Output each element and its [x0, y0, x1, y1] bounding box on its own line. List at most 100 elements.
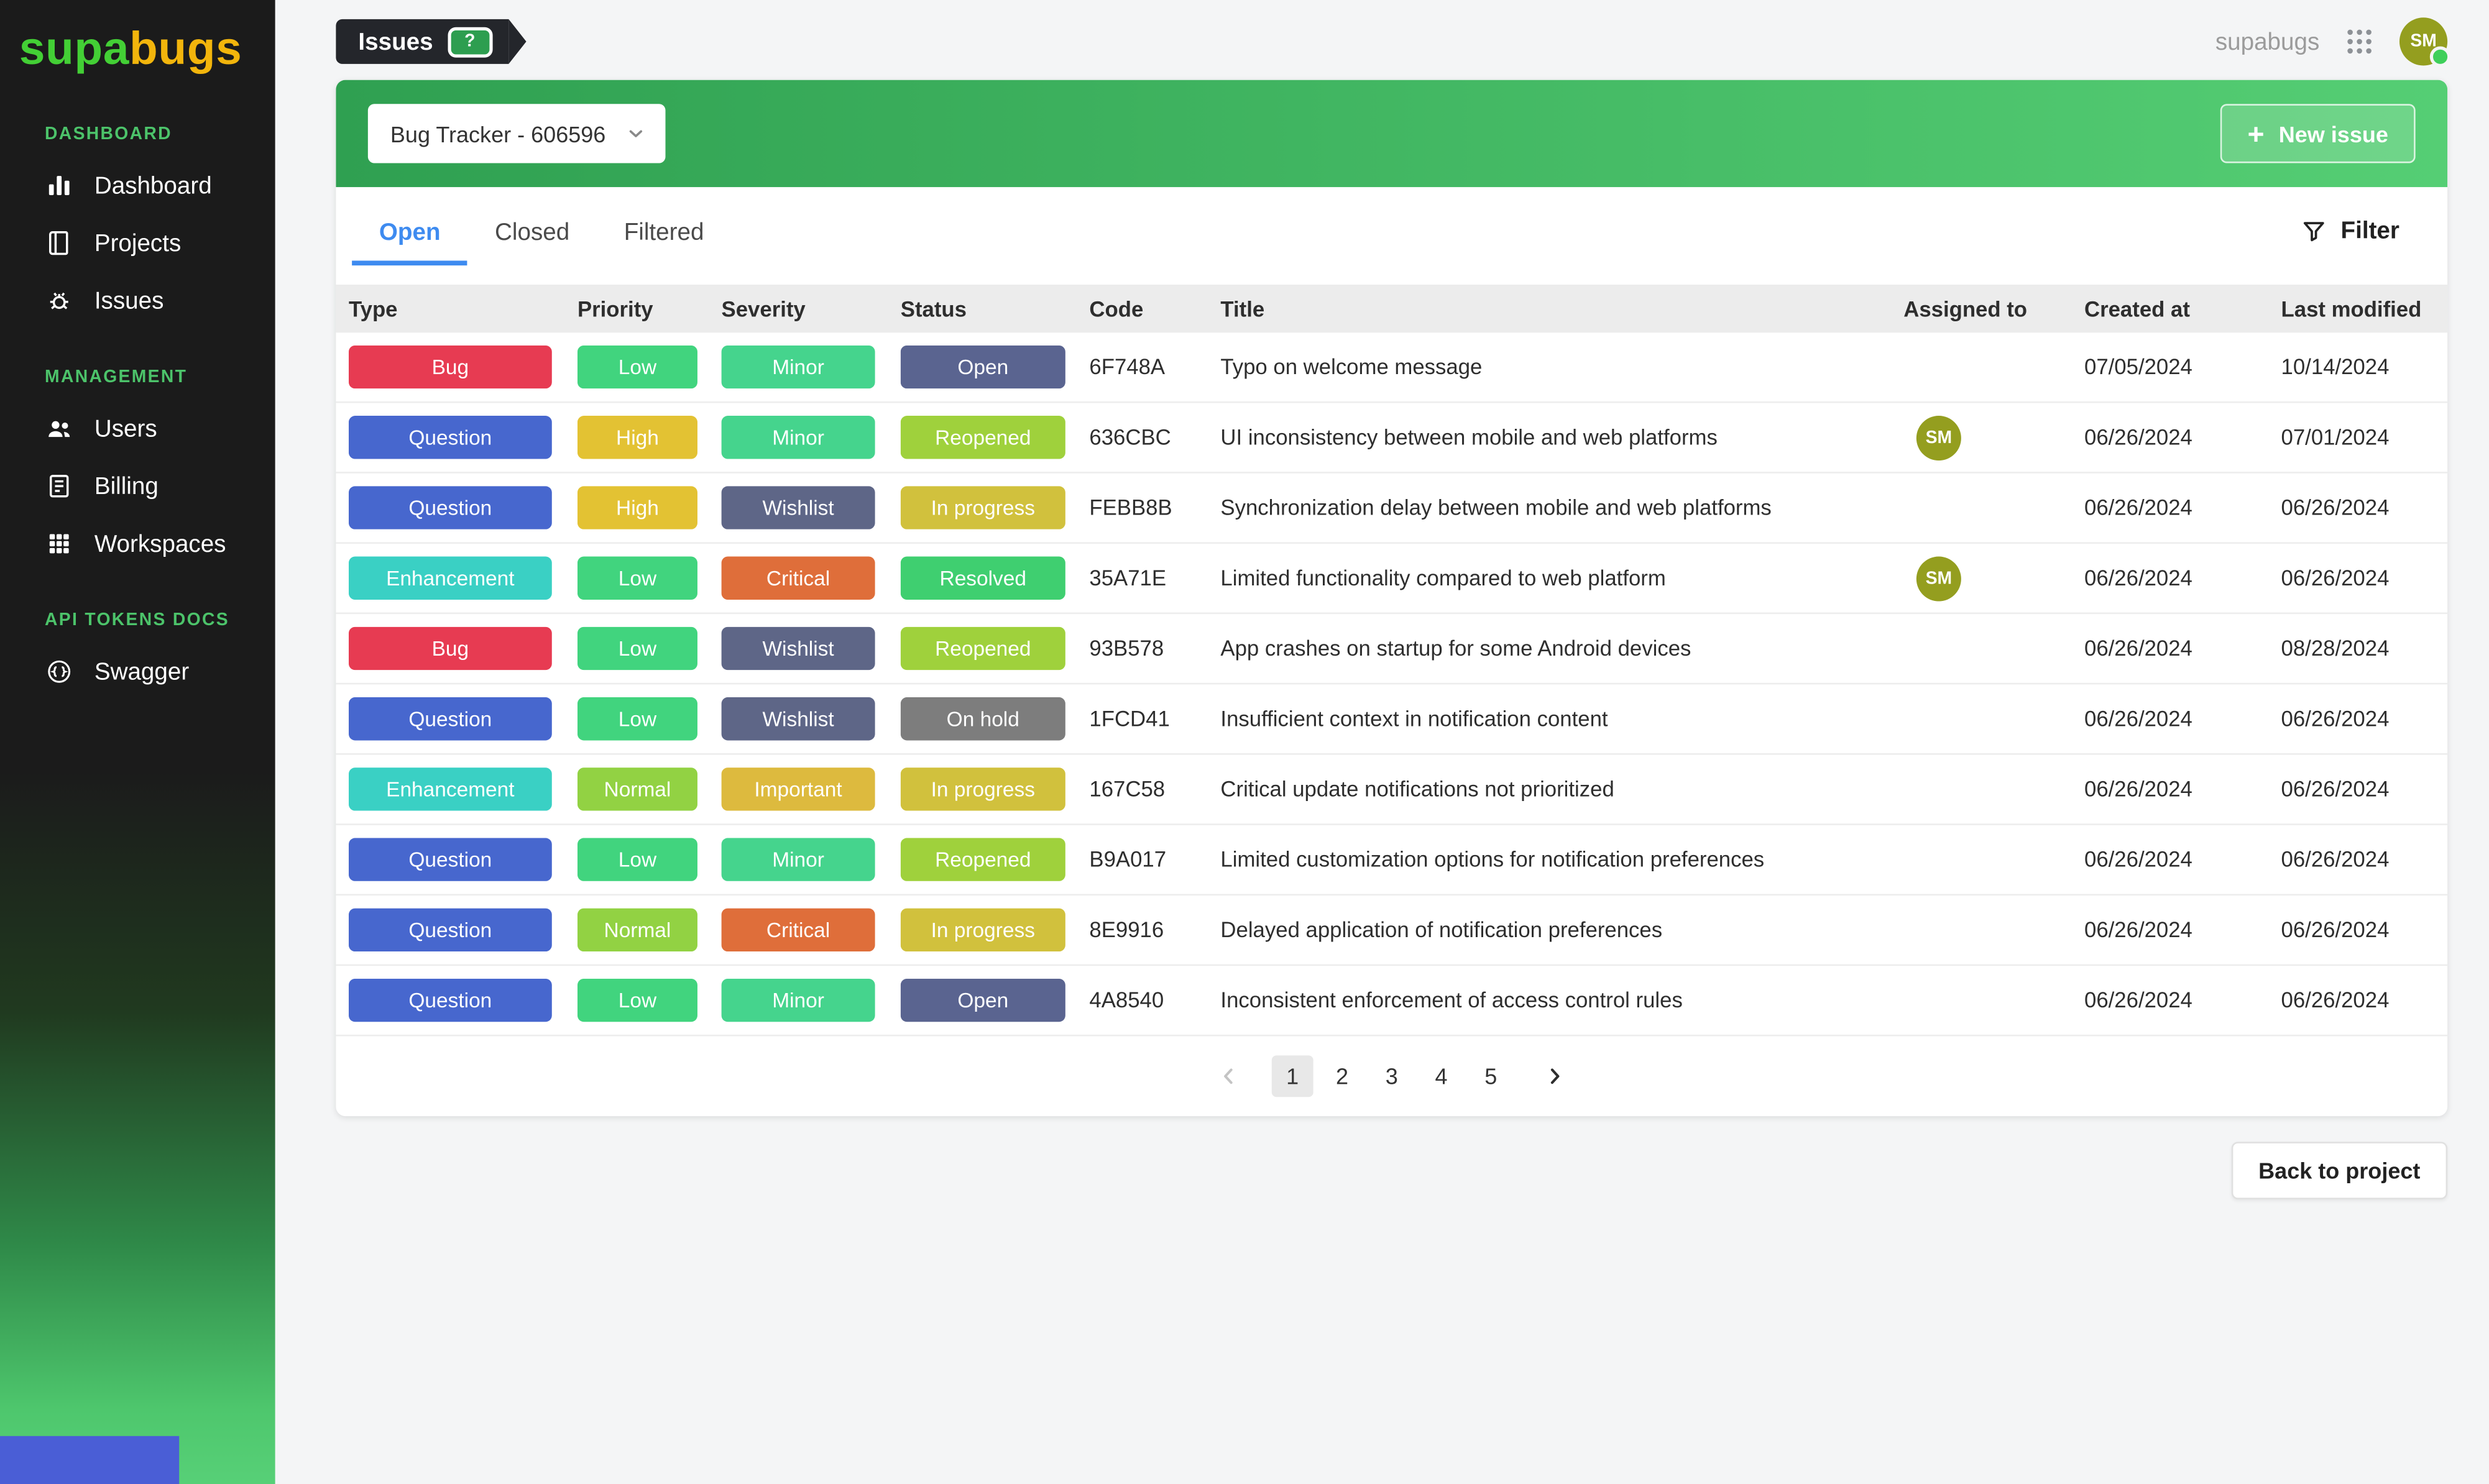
type-badge: Question [348, 908, 552, 952]
cell-code: FEBB8B [1089, 495, 1172, 520]
cell-severity: Minor [721, 978, 901, 1022]
cell-last-modified: 07/01/2024 [2281, 425, 2390, 450]
cell-priority: Normal [577, 767, 722, 811]
status-badge: In progress [900, 908, 1065, 952]
sidebar-item-swagger[interactable]: Swagger [0, 643, 275, 700]
pagination-page-1[interactable]: 1 [1271, 1055, 1314, 1097]
account-name[interactable]: supabugs [2215, 28, 2320, 55]
column-header-created-at: Created at [2084, 296, 2190, 321]
cell-severity: Wishlist [721, 697, 901, 741]
new-issue-button[interactable]: + New issue [2220, 104, 2416, 163]
cell-priority: Low [577, 978, 722, 1022]
apps-grid-icon[interactable] [2344, 25, 2375, 57]
cell-severity: Minor [721, 838, 901, 881]
pagination-page-4[interactable]: 4 [1420, 1055, 1462, 1097]
assignee-avatar: SM [1916, 556, 1961, 601]
sidebar-item-users[interactable]: Users [0, 400, 275, 457]
pagination-page-3[interactable]: 3 [1371, 1055, 1412, 1097]
cell-created-at: 07/05/2024 [2084, 355, 2192, 379]
content: Bug Tracker - 606596 + New issue Open Clo… [275, 70, 2489, 1199]
table-row[interactable]: Question Normal Critical In progress 8E9916 D… [336, 895, 2448, 966]
cell-title: Limited functionality compared to web pl… [1220, 566, 1666, 590]
project-select-value: Bug Tracker - 606596 [390, 121, 606, 147]
cell-type: Question [348, 416, 577, 459]
cell-status: In progress [900, 767, 1090, 811]
pagination-page-2[interactable]: 2 [1322, 1055, 1363, 1097]
help-icon[interactable]: ? [447, 26, 492, 57]
user-avatar[interactable]: SM [2399, 17, 2451, 68]
topbar: Issues ? supabugs SM [275, 0, 2489, 70]
tabs: Open Closed Filtered [352, 197, 731, 266]
sidebar-item-issues[interactable]: Issues [0, 272, 275, 329]
plus-icon: + [2247, 117, 2265, 150]
cell-type: Question [348, 697, 577, 741]
sidebar-item-workspaces[interactable]: Workspaces [0, 515, 275, 573]
priority-badge: Low [577, 838, 697, 881]
status-badge: Open [900, 345, 1065, 389]
cell-last-modified: 06/26/2024 [2281, 988, 2390, 1012]
table-row[interactable]: Bug Low Wishlist Reopened 93B578 App crashes … [336, 614, 2448, 685]
sidebar-nav: DASHBOARD Dashboard Projects Issues MANAGEME… [0, 125, 275, 700]
cell-created-at: 06/26/2024 [2084, 918, 2192, 942]
cell-title: Typo on welcome message [1220, 355, 1483, 379]
pagination-next-icon[interactable] [1534, 1055, 1576, 1097]
status-badge: Reopened [900, 416, 1065, 459]
main-area: Issues ? supabugs SM [275, 0, 2489, 1484]
cell-type: Question [348, 908, 577, 952]
cell-priority: Low [577, 345, 722, 389]
cell-severity: Important [721, 767, 901, 811]
column-header-status: Status [900, 296, 967, 321]
cell-last-modified: 06/26/2024 [2281, 707, 2390, 731]
issues-card: Bug Tracker - 606596 + New issue Open Clo… [336, 80, 2448, 1117]
table-row[interactable]: Enhancement Low Critical Resolved 35A71E Limi… [336, 544, 2448, 615]
cell-code: 8E9916 [1089, 918, 1164, 942]
cell-code: 93B578 [1089, 636, 1164, 661]
table-row[interactable]: Question Low Minor Open 4A8540 Inconsistent e… [336, 966, 2448, 1037]
cell-type: Question [348, 978, 577, 1022]
severity-badge: Wishlist [721, 697, 875, 741]
cell-severity: Minor [721, 345, 901, 389]
severity-badge: Minor [721, 416, 875, 459]
sidebar-item-label: Dashboard [94, 172, 212, 199]
status-badge: In progress [900, 486, 1065, 529]
severity-badge: Wishlist [721, 486, 875, 529]
table-row[interactable]: Bug Low Minor Open 6F748A Typo on welcome mes… [336, 332, 2448, 403]
pagination-prev-icon[interactable] [1208, 1055, 1249, 1097]
assignee-avatar: SM [1916, 415, 1961, 460]
sidebar-item-dashboard[interactable]: Dashboard [0, 157, 275, 214]
status-badge: On hold [900, 697, 1065, 741]
cell-title: Synchronization delay between mobile and… [1220, 495, 1772, 520]
cell-title: Insufficient context in notification con… [1220, 707, 1608, 731]
severity-badge: Minor [721, 838, 875, 881]
cell-type: Question [348, 486, 577, 529]
back-to-project-button[interactable]: Back to project [2231, 1142, 2448, 1199]
type-badge: Question [348, 486, 552, 529]
table-row[interactable]: Question Low Wishlist On hold 1FCD41 Insuffic… [336, 684, 2448, 755]
cell-assigned: SM [1903, 415, 2084, 460]
brand-logo-part1: supa [19, 24, 130, 75]
cell-severity: Wishlist [721, 486, 901, 529]
table-row[interactable]: Question High Wishlist In progress FEBB8B Syn… [336, 474, 2448, 544]
filter-button[interactable]: Filter [2291, 216, 2409, 246]
pagination-page-5[interactable]: 5 [1470, 1055, 1512, 1097]
tab-filtered[interactable]: Filtered [597, 197, 731, 266]
table-row[interactable]: Enhancement Normal Important In progress 167… [336, 755, 2448, 825]
brand-logo[interactable]: supabugs [0, 0, 275, 86]
page-tag-label: Issues [358, 28, 433, 55]
column-header-title: Title [1220, 296, 1265, 321]
table-row[interactable]: Question Low Minor Reopened B9A017 Limited cu… [336, 825, 2448, 896]
sidebar-item-billing[interactable]: Billing [0, 457, 275, 515]
project-select[interactable]: Bug Tracker - 606596 [367, 104, 665, 163]
cell-created-at: 06/26/2024 [2084, 636, 2192, 661]
tab-closed[interactable]: Closed [467, 197, 597, 266]
tab-open[interactable]: Open [352, 197, 468, 266]
page-tag-issues: Issues ? [336, 19, 526, 64]
sidebar-item-projects[interactable]: Projects [0, 214, 275, 272]
type-badge: Question [348, 838, 552, 881]
table-row[interactable]: Question High Minor Reopened 636CBC UI incons… [336, 403, 2448, 474]
type-badge: Enhancement [348, 767, 552, 811]
cell-type: Question [348, 838, 577, 881]
cell-last-modified: 06/26/2024 [2281, 566, 2390, 590]
severity-badge: Minor [721, 978, 875, 1022]
